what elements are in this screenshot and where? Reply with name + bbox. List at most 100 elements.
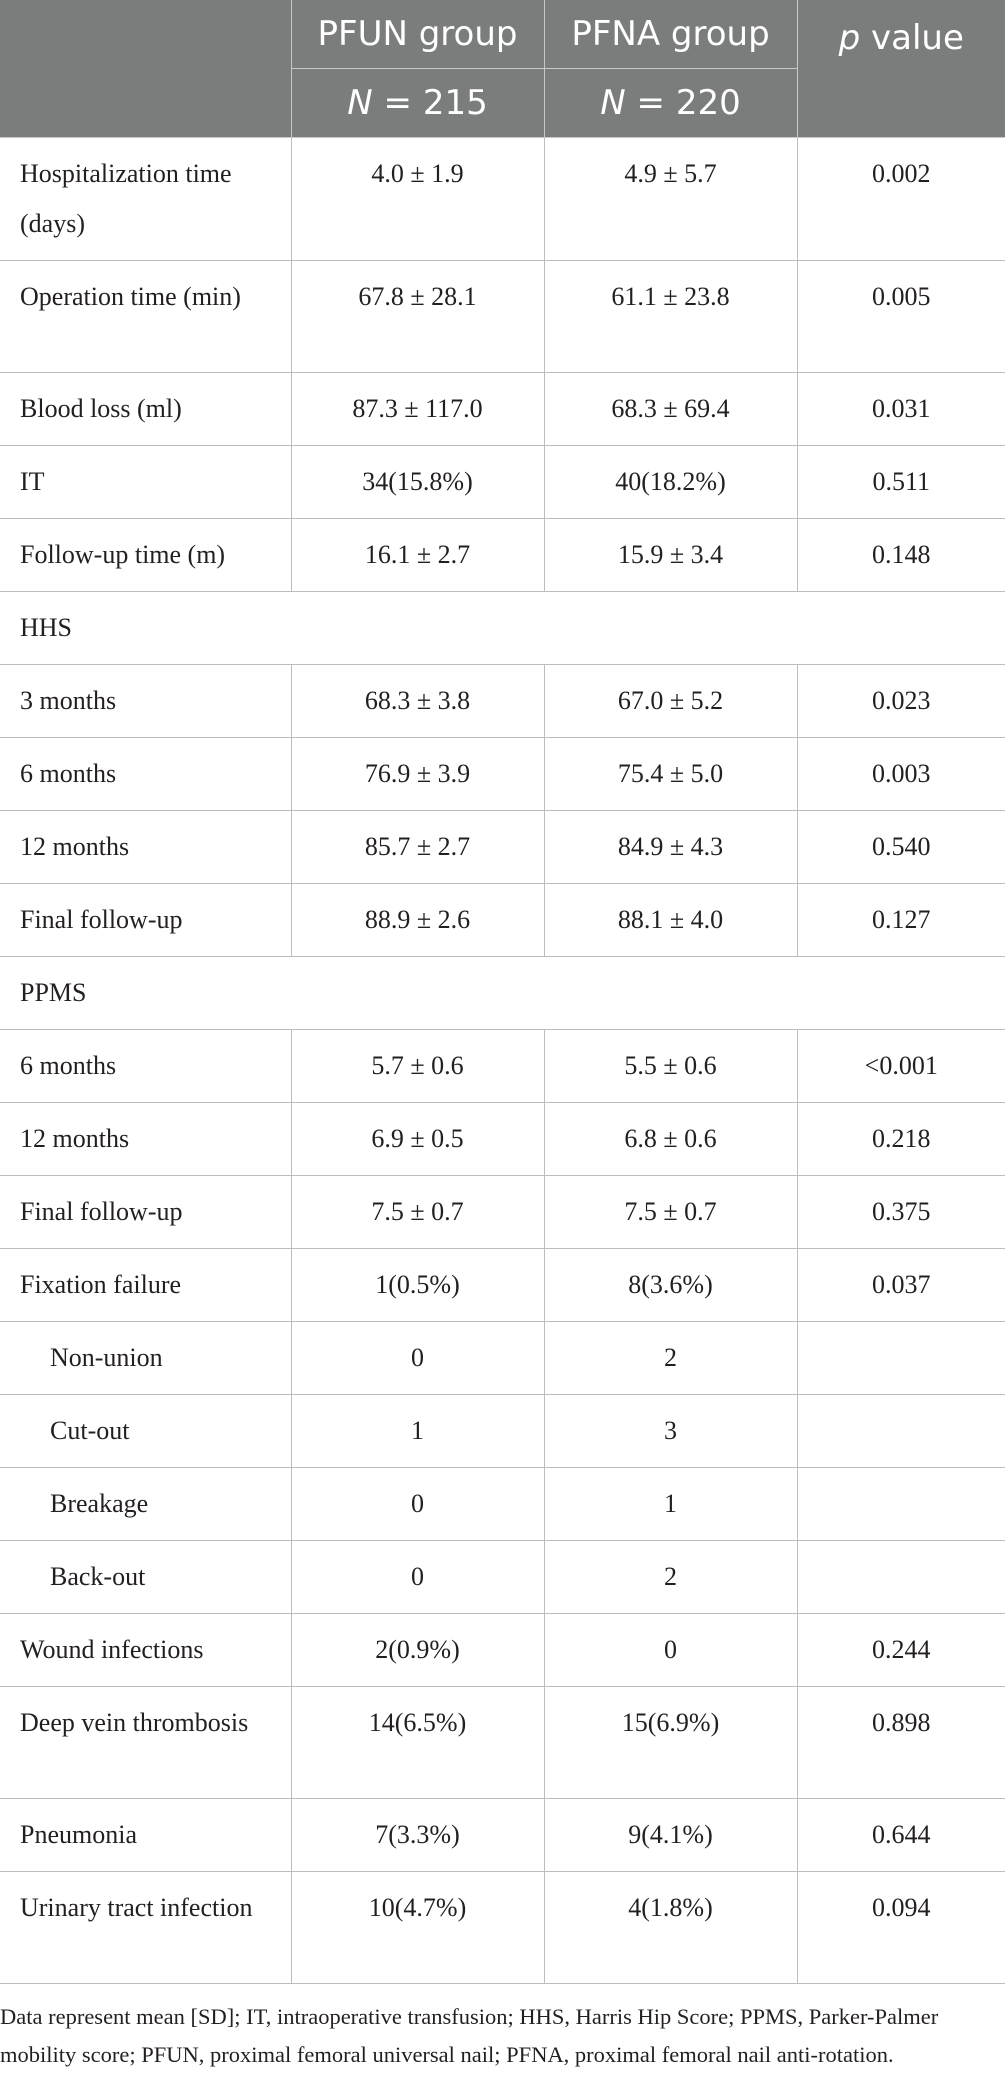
- pfun-cell: 16.1 ± 2.7: [290, 518, 545, 592]
- p-value-cell: [796, 1394, 1005, 1468]
- header-pfna-n: N = 220: [543, 68, 798, 138]
- table-row: 12 months 85.7 ± 2.7 84.9 ± 4.3 0.540: [0, 810, 1005, 884]
- row-label: Breakage: [0, 1467, 292, 1541]
- row-label: Non-union: [0, 1321, 292, 1395]
- pfun-cell: 1(0.5%): [290, 1248, 545, 1322]
- header-p-rest: value: [860, 18, 964, 58]
- pfun-cell: 85.7 ± 2.7: [290, 810, 545, 884]
- table-row: 6 months 5.7 ± 0.6 5.5 ± 0.6 <0.001: [0, 1029, 1005, 1103]
- header-pfun-label: PFUN group: [317, 14, 518, 54]
- pfun-cell: 0: [290, 1321, 545, 1395]
- pfun-cell: 7.5 ± 0.7: [290, 1175, 545, 1249]
- pfun-cell: 6.9 ± 0.5: [290, 1102, 545, 1176]
- p-value-cell: 0.002: [796, 137, 1005, 261]
- results-table: PFUN group PFNA group p value N = 215 N …: [0, 0, 1005, 1984]
- header-pfun-n-italic: N: [347, 83, 373, 123]
- header-pfna-group: PFNA group: [543, 0, 798, 69]
- table-row: Final follow-up 88.9 ± 2.6 88.1 ± 4.0 0.…: [0, 883, 1005, 957]
- pfun-cell: 88.9 ± 2.6: [290, 883, 545, 957]
- header-pfun-n: N = 215: [290, 68, 545, 138]
- p-value-cell: 0.094: [796, 1871, 1005, 1984]
- pfun-cell: 1: [290, 1394, 545, 1468]
- pfun-cell: 2(0.9%): [290, 1613, 545, 1687]
- row-label: Cut-out: [0, 1394, 292, 1468]
- pfna-cell: 40(18.2%): [543, 445, 798, 519]
- row-label: Final follow-up: [0, 1175, 292, 1249]
- p-value-cell: 0.023: [796, 664, 1005, 738]
- pfna-cell: 0: [543, 1613, 798, 1687]
- section-label-hhs: HHS: [0, 591, 1005, 665]
- p-value-cell: [796, 1467, 1005, 1541]
- row-label: Deep vein thrombosis: [0, 1686, 292, 1799]
- pfna-cell: 88.1 ± 4.0: [543, 883, 798, 957]
- pfun-cell: 0: [290, 1467, 545, 1541]
- table-row: Non-union 0 2: [0, 1321, 1005, 1395]
- pfna-cell: 84.9 ± 4.3: [543, 810, 798, 884]
- p-value-cell: [796, 1540, 1005, 1614]
- p-value-cell: 0.511: [796, 445, 1005, 519]
- pfun-cell: 4.0 ± 1.9: [290, 137, 545, 261]
- table-row: Urinary tract infection 10(4.7%) 4(1.8%)…: [0, 1871, 1005, 1984]
- pfna-cell: 9(4.1%): [543, 1798, 798, 1872]
- pfna-cell: 75.4 ± 5.0: [543, 737, 798, 811]
- row-label: Operation time (min): [0, 260, 292, 373]
- table-row: Final follow-up 7.5 ± 0.7 7.5 ± 0.7 0.37…: [0, 1175, 1005, 1249]
- pfna-cell: 15(6.9%): [543, 1686, 798, 1799]
- table-row: Pneumonia 7(3.3%) 9(4.1%) 0.644: [0, 1798, 1005, 1872]
- pfna-cell: 4.9 ± 5.7: [543, 137, 798, 261]
- pfun-cell: 14(6.5%): [290, 1686, 545, 1799]
- row-label: 3 months: [0, 664, 292, 738]
- pfna-cell: 7.5 ± 0.7: [543, 1175, 798, 1249]
- pfna-cell: 5.5 ± 0.6: [543, 1029, 798, 1103]
- p-value-cell: 0.037: [796, 1248, 1005, 1322]
- p-value-cell: 0.127: [796, 883, 1005, 957]
- header-p-value: p value: [796, 0, 1005, 138]
- pfna-cell: 2: [543, 1321, 798, 1395]
- table-row: 3 months 68.3 ± 3.8 67.0 ± 5.2 0.023: [0, 664, 1005, 738]
- pfna-cell: 67.0 ± 5.2: [543, 664, 798, 738]
- pfna-cell: 6.8 ± 0.6: [543, 1102, 798, 1176]
- pfna-cell: 15.9 ± 3.4: [543, 518, 798, 592]
- row-label: 12 months: [0, 1102, 292, 1176]
- row-label: Fixation failure: [0, 1248, 292, 1322]
- pfna-cell: 61.1 ± 23.8: [543, 260, 798, 373]
- table-row: Follow-up time (m) 16.1 ± 2.7 15.9 ± 3.4…: [0, 518, 1005, 592]
- pfna-cell: 4(1.8%): [543, 1871, 798, 1984]
- header-pfun-group: PFUN group: [290, 0, 545, 69]
- table-row: 12 months 6.9 ± 0.5 6.8 ± 0.6 0.218: [0, 1102, 1005, 1176]
- p-value-cell: 0.148: [796, 518, 1005, 592]
- pfna-cell: 8(3.6%): [543, 1248, 798, 1322]
- p-value-cell: 0.005: [796, 260, 1005, 373]
- row-label: Final follow-up: [0, 883, 292, 957]
- pfun-cell: 87.3 ± 117.0: [290, 372, 545, 446]
- pfun-cell: 68.3 ± 3.8: [290, 664, 545, 738]
- row-label: 12 months: [0, 810, 292, 884]
- header-pfna-n-value: = 220: [625, 83, 741, 123]
- table-row: Wound infections 2(0.9%) 0 0.244: [0, 1613, 1005, 1687]
- p-value-cell: <0.001: [796, 1029, 1005, 1103]
- pfun-cell: 67.8 ± 28.1: [290, 260, 545, 373]
- pfun-cell: 76.9 ± 3.9: [290, 737, 545, 811]
- table-row: IT 34(15.8%) 40(18.2%) 0.511: [0, 445, 1005, 519]
- row-label: Pneumonia: [0, 1798, 292, 1872]
- pfna-cell: 3: [543, 1394, 798, 1468]
- table-row: Breakage 0 1: [0, 1467, 1005, 1541]
- table-row: Fixation failure 1(0.5%) 8(3.6%) 0.037: [0, 1248, 1005, 1322]
- table-body: Hospitalization time (days) 4.0 ± 1.9 4.…: [0, 137, 1005, 1984]
- p-value-cell: 0.375: [796, 1175, 1005, 1249]
- p-value-cell: 0.244: [796, 1613, 1005, 1687]
- p-value-cell: 0.540: [796, 810, 1005, 884]
- header-blank-cell: [0, 0, 292, 138]
- p-value-cell: 0.031: [796, 372, 1005, 446]
- row-label: Wound infections: [0, 1613, 292, 1687]
- table-header: PFUN group PFNA group p value N = 215 N …: [0, 0, 1005, 138]
- row-label: IT: [0, 445, 292, 519]
- table-footnote: Data represent mean [SD]; IT, intraopera…: [0, 2004, 939, 2067]
- table-row: Operation time (min) 67.8 ± 28.1 61.1 ± …: [0, 260, 1005, 373]
- row-label: Follow-up time (m): [0, 518, 292, 592]
- row-label: Hospitalization time (days): [0, 137, 292, 261]
- pfna-cell: 2: [543, 1540, 798, 1614]
- row-label: Back-out: [0, 1540, 292, 1614]
- p-value-cell: [796, 1321, 1005, 1395]
- pfna-cell: 68.3 ± 69.4: [543, 372, 798, 446]
